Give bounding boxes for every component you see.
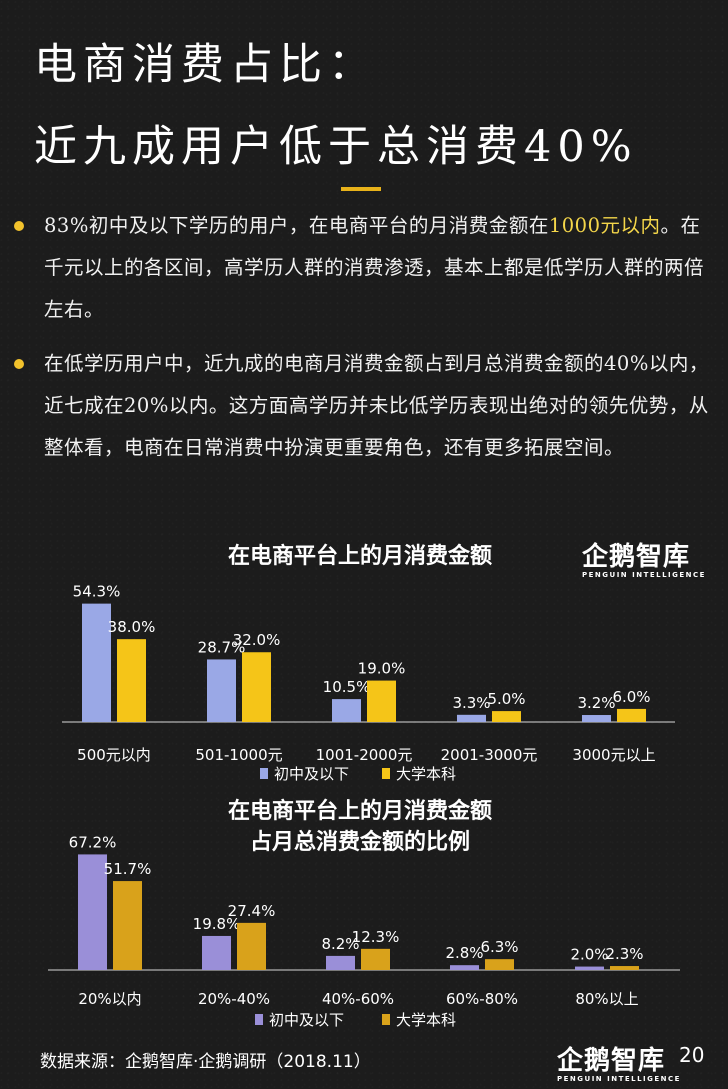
bullet-dot-icon: [14, 221, 24, 231]
bullet-text-2-pre: 在低学历用户中，近九成的电商月消费金额占到月总消费金额的40%以内，近七成在20…: [44, 352, 709, 459]
chart-2-title-line-2: 占月总消费金额的比例: [249, 830, 470, 855]
chart-1-tick-label: 1001-2000元: [316, 746, 413, 764]
data-source: 数据来源：企鹅智库·企鹅调研（2018.11）: [40, 1052, 371, 1072]
chart-1-legend-swatch: [382, 768, 390, 779]
chart-2-data-label: 2.3%: [605, 945, 643, 963]
chart-1-data-label: 32.0%: [233, 631, 281, 649]
page-number: 20: [679, 1043, 705, 1067]
bullet-text-1-post: 。在千元以上的各区间，高学历人群的消费渗透，基本上都是低学历人群的两倍左右。: [44, 214, 705, 321]
chart-2-tick-label: 60%-80%: [446, 990, 518, 1008]
chart-2-bar: [610, 966, 639, 970]
logo-text: 企鹅智库: [557, 1046, 666, 1076]
chart-1-bar: [617, 708, 646, 722]
page-title-line2: 近九成用户低于总消费40%: [34, 122, 638, 172]
chart-2-bar: [450, 965, 479, 970]
chart-2-tick-label: 80%以上: [575, 990, 638, 1008]
chart-2-bar: [113, 881, 142, 970]
chart-1-title: 在电商平台上的月消费金额: [227, 544, 492, 569]
chart-2-bar: [326, 955, 355, 970]
title-divider: [341, 187, 381, 191]
chart-1-bar: [207, 659, 236, 722]
penguin-logo-footer: 企鹅智库 PENGUIN INTELLIGENCE: [557, 1040, 681, 1083]
chart-1-data-label: 6.0%: [612, 688, 650, 706]
chart-2-data-label: 2.8%: [445, 944, 483, 962]
chart-2-data-label: 51.7%: [104, 860, 152, 878]
bullet-text-1-pre: 83%初中及以下学历的用户，在电商平台的月消费金额在: [44, 214, 549, 237]
chart-1-legend-swatch: [260, 768, 268, 779]
chart-1-bar: [82, 603, 111, 722]
chart-1-legend-label: 大学本科: [396, 765, 456, 783]
chart-1-tick-label: 2001-3000元: [441, 746, 538, 764]
chart-2-bar: [202, 935, 231, 970]
chart-2-tick-label: 20%以内: [78, 990, 141, 1008]
bullet-text-1: 83%初中及以下学历的用户，在电商平台的月消费金额在1000元以内。在千元以上的…: [44, 205, 714, 331]
chart-1-data-label: 38.0%: [108, 618, 156, 636]
chart-2-data-label: 19.8%: [193, 915, 241, 933]
chart-2-bar: [237, 922, 266, 970]
chart-1-bar: [332, 699, 361, 722]
chart-2-title: 在电商平台上的月消费金额 占月总消费金额的比例: [160, 796, 560, 858]
chart-1-data-label: 54.3%: [73, 583, 121, 601]
chart-2-tick-label: 20%-40%: [198, 990, 270, 1008]
bullet-text-2: 在低学历用户中，近九成的电商月消费金额占到月总消费金额的40%以内，近七成在20…: [44, 343, 714, 469]
chart-2-legend-swatch: [382, 1014, 390, 1025]
chart-2-bar: [78, 854, 107, 970]
chart-1-data-label: 5.0%: [487, 690, 525, 708]
chart-2-data-label: 6.3%: [480, 938, 518, 956]
chart-1-tick-label: 3000元以上: [572, 746, 655, 764]
chart-2-data-label: 12.3%: [352, 928, 400, 946]
chart-1-bar: [457, 714, 486, 722]
chart-1-bar: [492, 711, 521, 722]
chart-1-data-label: 28.7%: [198, 638, 246, 656]
chart-1-tick-label: 500元以内: [77, 746, 151, 764]
bullet-dot-icon: [14, 359, 24, 369]
chart-1-bar: [582, 715, 611, 722]
chart-1-data-label: 3.3%: [452, 694, 490, 712]
chart-2-legend-label: 初中及以下: [269, 1011, 344, 1029]
chart-2-bar: [361, 948, 390, 970]
chart-2-legend-swatch: [255, 1014, 263, 1025]
chart-1-tick-label: 501-1000元: [195, 746, 282, 764]
chart-2-bar: [575, 966, 604, 970]
chart-1-bar: [367, 680, 396, 722]
bullet-text-1-highlight: 1000元以内: [548, 214, 661, 237]
chart-2-data-label: 27.4%: [228, 902, 276, 920]
chart-2-tick-label: 40%-60%: [322, 990, 394, 1008]
bullet-paragraph-1: 83%初中及以下学历的用户，在电商平台的月消费金额在1000元以内。在千元以上的…: [14, 205, 714, 331]
chart-1-bar: [117, 639, 146, 722]
logo-text: 企鹅智库: [582, 542, 691, 572]
chart-2-title-line-1: 在电商平台上的月消费金额: [227, 799, 492, 824]
bullet-paragraph-2: 在低学历用户中，近九成的电商月消费金额占到月总消费金额的40%以内，近七成在20…: [14, 343, 714, 469]
chart-2-legend-label: 大学本科: [396, 1011, 456, 1029]
chart-1-bar: [242, 652, 271, 722]
chart-1-data-label: 10.5%: [323, 678, 371, 696]
penguin-logo: 企鹅智库 PENGUIN INTELLIGENCE: [582, 536, 706, 579]
logo-subtext: PENGUIN INTELLIGENCE: [582, 571, 706, 579]
chart-2-data-label: 8.2%: [321, 935, 359, 953]
logo-subtext: PENGUIN INTELLIGENCE: [557, 1075, 681, 1083]
chart-1-legend-label: 初中及以下: [274, 765, 349, 783]
chart-2-data-label: 67.2%: [69, 833, 117, 851]
chart-1-data-label: 19.0%: [358, 660, 406, 678]
chart-2-data-label: 2.0%: [570, 946, 608, 964]
page-title-line1: 电商消费占比：: [34, 40, 377, 90]
chart-1-data-label: 3.2%: [577, 694, 615, 712]
chart-2-bar: [485, 959, 514, 970]
